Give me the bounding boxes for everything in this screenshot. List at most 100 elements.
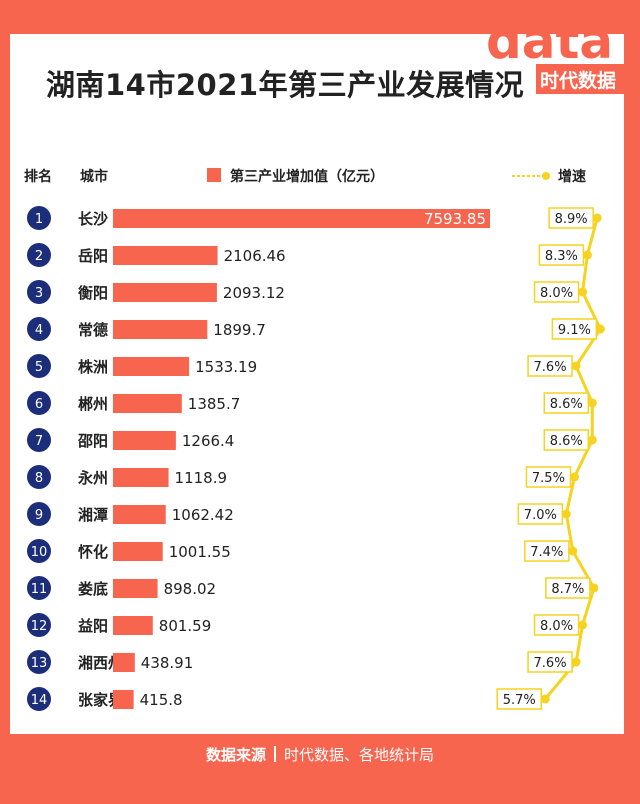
city-label: 永州 [77,469,108,487]
header-rank: 排名 [24,169,52,185]
value-label: 1899.7 [213,321,266,339]
value-bar [113,357,190,376]
logo-text: data [486,12,613,70]
rank-badge [27,391,51,415]
rate-point [561,509,571,519]
rate-label-box [543,392,590,414]
rate-point [589,583,599,593]
value-label: 2093.12 [223,284,285,302]
value-label: 1266.4 [182,432,235,450]
rate-line [544,217,602,700]
rate-label: 7.0% [524,508,557,523]
rank-label: 1 [35,212,43,227]
city-label: 常德 [78,321,108,339]
rate-point [587,398,597,408]
city-label: 郴州 [78,395,108,413]
rank-label: 7 [35,434,43,449]
rank-badge [27,354,51,378]
rate-label: 5.7% [503,693,536,708]
city-label: 张家界 [78,691,123,709]
rank-label: 13 [31,656,48,671]
rate-label: 7.5% [532,471,565,486]
city-label: 岳阳 [78,247,108,265]
rate-label-box [533,281,580,303]
rank-badge [27,280,51,304]
chart-card [10,34,624,734]
rate-label-box [527,355,573,377]
rank-label: 8 [35,471,43,486]
chart-title: 湖南14市2021年第三产业发展情况 [46,68,525,102]
brand-logo: data 时代数据 [486,12,628,94]
city-label: 衡阳 [78,284,108,302]
rank-badge [27,317,51,341]
legend-rate-swatch [512,172,550,180]
rank-label: 12 [31,619,48,634]
rank-label: 2 [35,249,43,264]
rank-badge [27,687,51,711]
rank-label: 14 [31,693,48,708]
value-label: 1001.55 [169,543,231,561]
rate-point [568,546,578,556]
rate-point [582,250,592,260]
header-value: 第三产业增加值（亿元） [230,169,384,185]
rate-label: 8.7% [551,582,584,597]
rate-point [578,620,588,630]
rate-label: 8.6% [550,434,583,449]
value-bar [113,246,218,265]
value-label: 1062.42 [172,506,234,524]
rate-point [540,694,550,704]
city-label: 娄底 [78,580,108,598]
rate-label: 8.0% [540,286,573,301]
rank-badge [27,243,51,267]
rate-label: 9.1% [558,323,591,338]
city-label: 湘西州 [78,654,123,672]
rate-label: 7.6% [534,656,567,671]
city-label: 株洲 [78,358,108,376]
rate-point [587,435,597,445]
rate-label: 8.9% [555,212,588,227]
city-label: 怀化 [78,543,108,561]
rank-badge [27,502,51,526]
rate-label-box [496,688,542,710]
rate-label-box [533,614,580,636]
value-bar [113,542,163,561]
rate-point [571,361,581,371]
value-label: 438.91 [141,654,194,672]
rank-badge [27,650,51,674]
value-bar [113,616,153,635]
rate-point [592,213,602,223]
header-city: 城市 [80,169,108,185]
city-label: 长沙 [78,210,108,228]
city-label: 邵阳 [77,432,108,450]
value-label: 1385.7 [188,395,241,413]
rank-badge [27,539,51,563]
rate-point [571,657,581,667]
value-bar [113,505,166,524]
rank-badge [27,428,51,452]
footer-source: 时代数据、各地统计局 [284,746,435,764]
footer: 数据来源 时代数据、各地统计局 [0,735,640,775]
rank-badge [27,206,51,230]
rate-label-box [524,540,570,562]
header-rate: 增速 [558,169,586,185]
value-bar [113,320,208,339]
rank-label: 3 [35,286,43,301]
rank-label: 10 [31,545,48,560]
rank-badge [27,465,51,489]
rank-label: 5 [35,360,43,375]
value-label: 1118.9 [175,469,228,487]
value-bar [113,468,169,487]
rate-label: 7.4% [530,545,563,560]
rate-label: 8.0% [540,619,573,634]
value-label: 898.02 [164,580,217,598]
value-label: 7593.85 [424,210,486,228]
rank-label: 11 [31,582,48,597]
legend-bar-swatch [207,168,221,182]
rate-point [578,287,588,297]
value-bar [113,394,182,413]
rate-label: 8.3% [545,249,578,264]
value-label: 415.8 [140,691,183,709]
value-bar [113,690,134,709]
rate-label-box [548,207,594,229]
